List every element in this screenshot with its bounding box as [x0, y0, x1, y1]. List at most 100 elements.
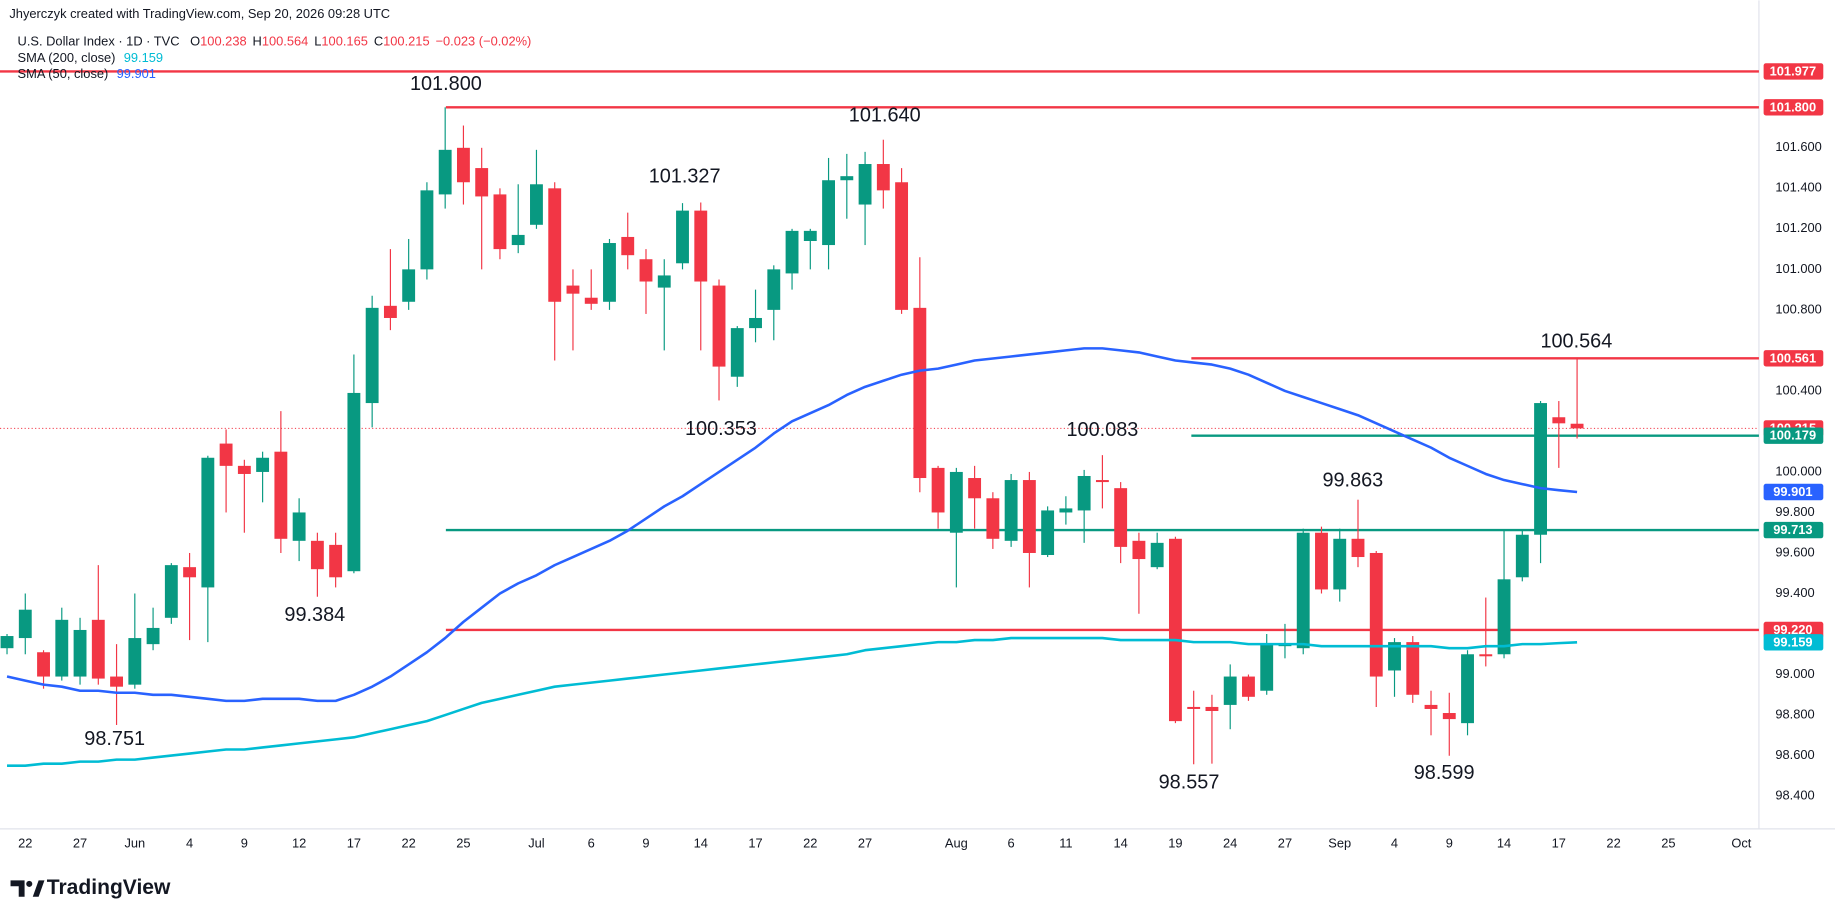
x-tick-label: 17 — [1552, 836, 1566, 851]
annotation: 101.640 — [849, 104, 921, 126]
candle-body — [694, 210, 708, 282]
annotation: 99.384 — [284, 604, 345, 626]
x-tick-label: 27 — [1278, 836, 1292, 851]
candle-body — [91, 619, 105, 679]
candle-body — [913, 307, 927, 479]
x-tick-label: 27 — [73, 836, 87, 851]
candle-body — [1351, 538, 1365, 558]
brand: TradingView — [47, 876, 171, 899]
candle-body — [1369, 552, 1383, 677]
candle-body — [1205, 706, 1219, 711]
candle-body — [1406, 642, 1420, 695]
sma200-name: SMA (200, close) — [18, 50, 116, 65]
candle-body — [110, 676, 123, 687]
candle-body — [986, 498, 1000, 539]
candle-body — [37, 652, 50, 677]
candle-body — [1095, 480, 1109, 483]
candle-body — [785, 230, 799, 274]
candle-body — [1132, 540, 1146, 560]
candle-body — [1515, 534, 1529, 578]
candle-body — [1424, 704, 1438, 709]
candle-body — [1041, 510, 1055, 556]
logo-icon — [32, 880, 45, 897]
symbol-legend: U.S. Dollar Index · 1D · TVC O100.238 H1… — [18, 34, 532, 49]
candle-body — [146, 627, 160, 645]
candle-body — [548, 188, 562, 302]
y-tick-label: 98.800 — [1775, 706, 1814, 721]
candle-body — [676, 210, 689, 264]
candle-body — [292, 512, 306, 541]
candle-body — [128, 638, 142, 685]
x-tick-label: 22 — [803, 836, 817, 851]
candle-body — [365, 307, 379, 404]
y-tick-label: 99.800 — [1775, 504, 1814, 519]
y-tick-label: 101.400 — [1775, 180, 1821, 195]
candle-body — [219, 443, 233, 466]
change: −0.023 (−0.02%) — [436, 34, 532, 49]
x-tick-label: 11 — [1059, 836, 1072, 851]
x-tick-label: 6 — [588, 836, 595, 851]
candle-body — [1223, 676, 1237, 705]
candle-body — [1461, 654, 1474, 724]
sma200-legend: SMA (200, close) 99.159 — [18, 50, 164, 65]
price-label: 100.561 — [1770, 350, 1816, 365]
annotation: 100.083 — [1066, 419, 1138, 441]
candle-body — [1497, 579, 1511, 655]
x-tick-label: 22 — [402, 836, 416, 851]
x-tick-label: 17 — [347, 836, 361, 851]
price-label: 100.179 — [1770, 428, 1816, 443]
x-tick-label: Aug — [945, 836, 968, 851]
price-label-box — [1763, 521, 1824, 539]
y-tick-label: 101.200 — [1775, 220, 1821, 235]
candle-body — [1260, 644, 1274, 691]
x-tick-label: 4 — [186, 836, 193, 851]
price-label: 101.800 — [1770, 99, 1816, 114]
annotation: 101.327 — [649, 165, 721, 187]
candle-body — [1315, 532, 1328, 590]
y-tick-label: 101.600 — [1775, 139, 1821, 154]
y-tick-label: 98.400 — [1775, 787, 1814, 802]
x-tick-label: Jul — [528, 836, 544, 851]
candle-body — [1570, 423, 1584, 429]
candle-body — [493, 194, 507, 250]
price-label-box — [1763, 621, 1824, 639]
x-tick-label: 24 — [1223, 836, 1237, 851]
annotation: 99.863 — [1322, 470, 1383, 492]
candle-body — [767, 269, 781, 310]
annotation: 100.564 — [1540, 330, 1612, 352]
y-tick-label: 98.600 — [1775, 747, 1814, 762]
candle-body — [420, 190, 434, 270]
x-tick-label: 14 — [1497, 836, 1511, 851]
x-tick-label: Oct — [1731, 836, 1751, 851]
x-tick-label: 9 — [241, 836, 248, 851]
candle-body — [712, 285, 726, 367]
candle-body — [840, 176, 854, 181]
candle-body — [1004, 480, 1018, 541]
sma-line — [7, 636, 1578, 767]
candle-body — [1552, 417, 1566, 424]
candle-body — [511, 234, 525, 246]
candle-body — [1296, 532, 1310, 649]
candle-body — [1187, 706, 1201, 709]
price-label: 99.901 — [1773, 484, 1812, 499]
candle-body — [657, 275, 671, 288]
annotation: 98.599 — [1414, 762, 1475, 784]
candle-body — [1479, 654, 1493, 657]
candle-body — [274, 451, 288, 539]
x-tick-label: 22 — [18, 836, 32, 851]
candle-body — [1242, 676, 1255, 697]
x-tick-label: 17 — [748, 836, 762, 851]
price-label-box — [1763, 63, 1824, 80]
low-value: 100.165 — [321, 34, 367, 49]
candle-body — [164, 565, 178, 618]
candle-body — [256, 457, 270, 472]
y-tick-label: 99.000 — [1775, 666, 1814, 681]
logo-icon — [10, 880, 25, 897]
candle-body — [183, 567, 197, 578]
candle-body — [438, 149, 452, 195]
x-tick-label: 22 — [1606, 836, 1620, 851]
brand-logo: TradingView — [10, 876, 171, 899]
candle-body — [1022, 480, 1036, 553]
candle-body — [1059, 508, 1073, 513]
